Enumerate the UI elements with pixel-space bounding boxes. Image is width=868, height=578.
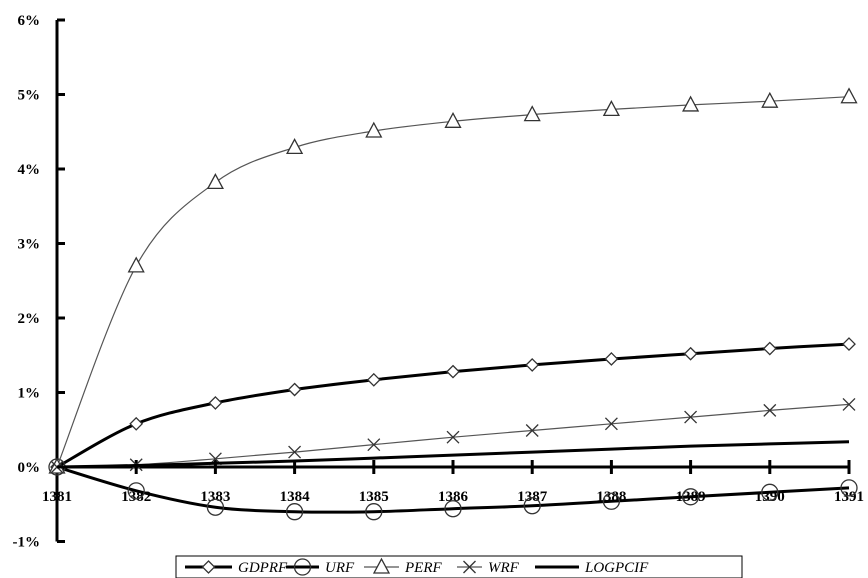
legend-item-urf: URF <box>286 558 355 576</box>
y-tick-label: -1% <box>13 535 41 551</box>
legend-marker-perf <box>372 557 391 574</box>
series-line-urf <box>56 465 850 514</box>
legend-label-logpcif: LOGPCIF <box>584 560 649 576</box>
legend-item-gdprf: GDPRF <box>185 560 288 576</box>
x-tick-label: 1387 <box>517 489 548 505</box>
data-point-gdprf <box>604 352 619 366</box>
data-point-perf <box>840 87 858 104</box>
data-point-perf <box>365 121 383 138</box>
legend-label-gdprf: GDPRF <box>238 560 288 576</box>
legend-label-urf: URF <box>325 560 355 576</box>
data-point-perf <box>286 138 304 155</box>
data-point-wrf <box>842 397 856 411</box>
data-point-urf <box>840 479 858 497</box>
data-point-wrf <box>763 403 777 417</box>
x-marker-stroke <box>463 560 476 574</box>
x-marker-stroke <box>367 438 381 452</box>
data-point-urf <box>365 503 383 521</box>
x-marker-stroke <box>604 417 618 431</box>
y-tick-label: 2% <box>18 311 41 327</box>
legend-item-wrf: WRF <box>457 560 520 576</box>
chart-series <box>48 87 858 521</box>
series-line-wrf <box>56 403 850 468</box>
series-wrf <box>50 397 856 474</box>
data-point-wrf <box>604 417 618 431</box>
series-line-perf <box>56 96 850 468</box>
series-perf <box>48 87 858 474</box>
data-point-wrf <box>446 430 460 444</box>
data-point-gdprf <box>842 337 856 351</box>
y-tick-label: 3% <box>18 237 41 253</box>
data-point-gdprf <box>208 396 223 410</box>
series-line-logpcif <box>56 440 850 469</box>
series-urf <box>48 458 858 521</box>
data-point-gdprf <box>762 341 777 356</box>
chart-legend: GDPRF URF PERF WRF LOGPCIF <box>175 555 743 578</box>
data-point-wrf <box>288 445 302 459</box>
data-point-perf <box>206 173 224 190</box>
data-point-urf <box>444 500 462 518</box>
x-tick-label: 1386 <box>438 489 469 505</box>
y-tick-label: 0% <box>18 460 41 476</box>
x-marker-stroke <box>763 403 777 417</box>
x-marker-stroke <box>446 430 460 444</box>
series-gdprf <box>50 337 856 474</box>
data-point-gdprf <box>683 346 698 361</box>
x-tick-label: 1384 <box>280 489 311 505</box>
data-point-gdprf <box>525 358 540 372</box>
data-point-urf <box>285 503 304 521</box>
legend-marker-wrf <box>463 560 476 574</box>
data-point-wrf <box>367 438 381 452</box>
legend-item-logpcif: LOGPCIF <box>535 560 649 576</box>
data-point-perf <box>682 95 700 112</box>
data-point-gdprf <box>287 382 302 397</box>
data-point-perf <box>602 100 620 117</box>
y-tick-label: 4% <box>18 162 41 178</box>
data-point-wrf <box>525 424 539 437</box>
y-tick-label: 1% <box>18 386 41 402</box>
y-tick-label: 6% <box>18 13 41 29</box>
legend-item-perf: PERF <box>364 557 442 576</box>
legend-label-perf: PERF <box>404 560 442 576</box>
x-marker-stroke <box>288 445 302 459</box>
series-line-gdprf <box>56 342 850 469</box>
data-point-gdprf <box>129 416 144 431</box>
data-point-urf <box>206 498 225 516</box>
x-tick-label: 1381 <box>42 489 72 505</box>
y-tick-label: 5% <box>18 88 41 104</box>
x-tick-label: 1391 <box>834 489 864 505</box>
data-point-urf <box>523 497 541 515</box>
data-point-perf <box>127 256 145 273</box>
data-point-wrf <box>684 410 698 424</box>
data-point-urf <box>602 492 621 510</box>
data-point-urf <box>681 488 700 506</box>
x-tick-label: 1385 <box>359 489 389 505</box>
data-point-urf <box>761 483 779 501</box>
chart-axes: -1%0%1%2%3%4%5%6%1381 1382 1383 1384 1385 138… <box>13 13 865 551</box>
series-logpcif <box>56 440 850 469</box>
data-point-perf <box>761 91 779 108</box>
x-marker-stroke <box>684 410 698 424</box>
data-point-gdprf <box>446 364 460 379</box>
data-point-perf <box>444 111 462 128</box>
data-point-perf <box>523 105 541 122</box>
data-point-urf <box>127 482 145 500</box>
legend-marker-gdprf <box>201 560 216 574</box>
data-point-gdprf <box>366 372 381 387</box>
x-tick-label: 1383 <box>200 489 230 505</box>
legend-label-wrf: WRF <box>488 560 520 576</box>
x-marker-stroke <box>842 397 856 411</box>
x-marker-stroke <box>525 424 539 437</box>
legend-marker-urf <box>293 558 312 576</box>
